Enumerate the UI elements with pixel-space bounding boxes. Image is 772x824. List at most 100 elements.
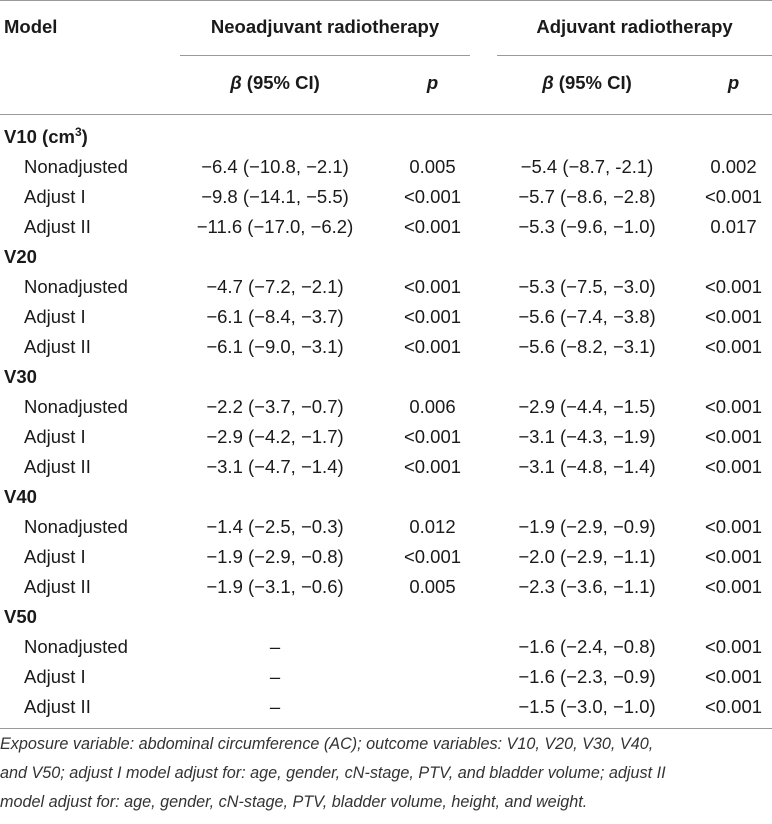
adj-p-cell: <0.001 [704, 276, 763, 297]
neo-p-cell [395, 692, 470, 722]
p-label: p [426, 72, 439, 93]
beta-symbol: β [230, 72, 242, 93]
header-adj-beta: β (95% CI) [497, 68, 677, 98]
adj-p-cell: <0.001 [704, 696, 763, 717]
header-adj-p: p [695, 68, 772, 98]
p-label: p [727, 72, 740, 93]
row-model: Adjust I [24, 666, 86, 687]
neo-beta-cell: −6.4 (−10.8, −2.1) [201, 156, 349, 177]
neo-beta-cell: −1.4 (−2.5, −0.3) [206, 516, 344, 537]
adj-beta-cell: −1.6 (−2.4, −0.8) [518, 636, 656, 657]
neo-p-cell: <0.001 [403, 276, 462, 297]
header-model: Model [4, 16, 58, 37]
neo-beta-cell: −1.9 (−2.9, −0.8) [206, 546, 344, 567]
row-model: Adjust II [24, 216, 91, 237]
neo-p-cell: 0.006 [409, 396, 456, 417]
adj-p-cell: 0.002 [710, 156, 757, 177]
adj-p-cell: <0.001 [704, 426, 763, 447]
neo-p-cell: 0.005 [409, 576, 456, 597]
adj-header-rule [497, 55, 772, 56]
adj-beta-cell: −5.4 (−8.7, -2.1) [520, 156, 654, 177]
group-label-v40: V40 [4, 486, 37, 507]
footnote-line: model adjust for: age, gender, cN-stage,… [0, 793, 588, 811]
header-neoadjuvant: Neoadjuvant radiotherapy [210, 16, 440, 37]
neo-p-cell: 0.012 [409, 516, 456, 537]
adj-p-cell: <0.001 [704, 666, 763, 687]
group-label-text: V10 (cm [4, 126, 75, 147]
adj-p-cell: <0.001 [704, 306, 763, 327]
row-model: Adjust II [24, 456, 91, 477]
adj-beta-cell: −5.6 (−8.2, −3.1) [518, 336, 656, 357]
neo-header-rule [180, 55, 470, 56]
row-model: Nonadjusted [24, 156, 128, 177]
neo-p-cell: 0.005 [409, 156, 456, 177]
row-model: Adjust II [24, 576, 91, 597]
adj-beta-cell: −3.1 (−4.8, −1.4) [518, 456, 656, 477]
group-label-v30: V30 [4, 366, 37, 387]
row-model: Adjust II [24, 696, 91, 717]
neo-beta-cell: −6.1 (−9.0, −3.1) [206, 336, 344, 357]
row-model: Adjust I [24, 306, 86, 327]
header-bottom-rule [0, 114, 772, 115]
beta-symbol: β [542, 72, 554, 93]
adj-p-cell: <0.001 [704, 546, 763, 567]
adj-beta-cell: −2.0 (−2.9, −1.1) [518, 546, 656, 567]
neo-p-cell: <0.001 [403, 306, 462, 327]
neo-beta-cell: −4.7 (−7.2, −2.1) [206, 276, 344, 297]
neo-p-cell [395, 662, 470, 692]
row-model: Adjust I [24, 426, 86, 447]
adj-beta-cell: −5.3 (−7.5, −3.0) [518, 276, 656, 297]
neo-p-cell [395, 632, 470, 662]
beta-ci-label: (95% CI) [241, 72, 320, 93]
row-model: Nonadjusted [24, 396, 128, 417]
group-label-v20: V20 [4, 246, 37, 267]
group-label-superscript: 3 [74, 124, 82, 139]
adj-beta-cell: −1.5 (−3.0, −1.0) [518, 696, 656, 717]
adj-beta-cell: −5.3 (−9.6, −1.0) [518, 216, 656, 237]
adj-beta-cell: −3.1 (−4.3, −1.9) [518, 426, 656, 447]
header-adjuvant: Adjuvant radiotherapy [536, 16, 733, 37]
neo-beta-cell: −2.9 (−4.2, −1.7) [206, 426, 344, 447]
adj-beta-cell: −1.9 (−2.9, −0.9) [518, 516, 656, 537]
top-rule [0, 0, 772, 1]
adj-p-cell: <0.001 [704, 186, 763, 207]
footnote-line: Exposure variable: abdominal circumferen… [0, 735, 654, 753]
row-model: Adjust I [24, 186, 86, 207]
adj-beta-cell: −1.6 (−2.3, −0.9) [518, 666, 656, 687]
neo-p-cell: <0.001 [403, 186, 462, 207]
neo-p-cell: <0.001 [403, 336, 462, 357]
adj-p-cell: <0.001 [704, 336, 763, 357]
neo-p-cell: <0.001 [403, 546, 462, 567]
group-label-v10: V10 (cm3) [4, 122, 88, 152]
row-model: Nonadjusted [24, 516, 128, 537]
neo-p-cell: <0.001 [403, 456, 462, 477]
adj-beta-cell: −2.9 (−4.4, −1.5) [518, 396, 656, 417]
group-label-v50: V50 [4, 606, 37, 627]
adj-beta-cell: −5.6 (−7.4, −3.8) [518, 306, 656, 327]
row-model: Adjust II [24, 336, 91, 357]
neo-beta-cell: −1.9 (−3.1, −0.6) [206, 576, 344, 597]
group-label-close: ) [81, 126, 88, 147]
adj-p-cell: <0.001 [704, 456, 763, 477]
adj-p-cell: <0.001 [704, 396, 763, 417]
neo-p-cell: <0.001 [403, 426, 462, 447]
neo-beta-cell: – [269, 636, 281, 657]
neo-beta-cell: −9.8 (−14.1, −5.5) [201, 186, 349, 207]
table-footnote: Exposure variable: abdominal circumferen… [0, 730, 770, 817]
adj-p-cell: <0.001 [704, 516, 763, 537]
neo-beta-cell: – [269, 666, 281, 687]
adj-beta-cell: −5.7 (−8.6, −2.8) [518, 186, 656, 207]
neo-beta-cell: – [269, 696, 281, 717]
neo-beta-cell: −2.2 (−3.7, −0.7) [206, 396, 344, 417]
bottom-rule [0, 728, 772, 729]
neo-p-cell: <0.001 [403, 216, 462, 237]
row-model: Nonadjusted [24, 636, 128, 657]
header-neo-p: p [395, 68, 470, 98]
adj-p-cell: 0.017 [710, 216, 757, 237]
row-model: Adjust I [24, 546, 86, 567]
adj-beta-cell: −2.3 (−3.6, −1.1) [518, 576, 656, 597]
neo-beta-cell: −11.6 (−17.0, −6.2) [196, 216, 354, 237]
beta-ci-label: (95% CI) [553, 72, 632, 93]
neo-beta-cell: −3.1 (−4.7, −1.4) [206, 456, 344, 477]
